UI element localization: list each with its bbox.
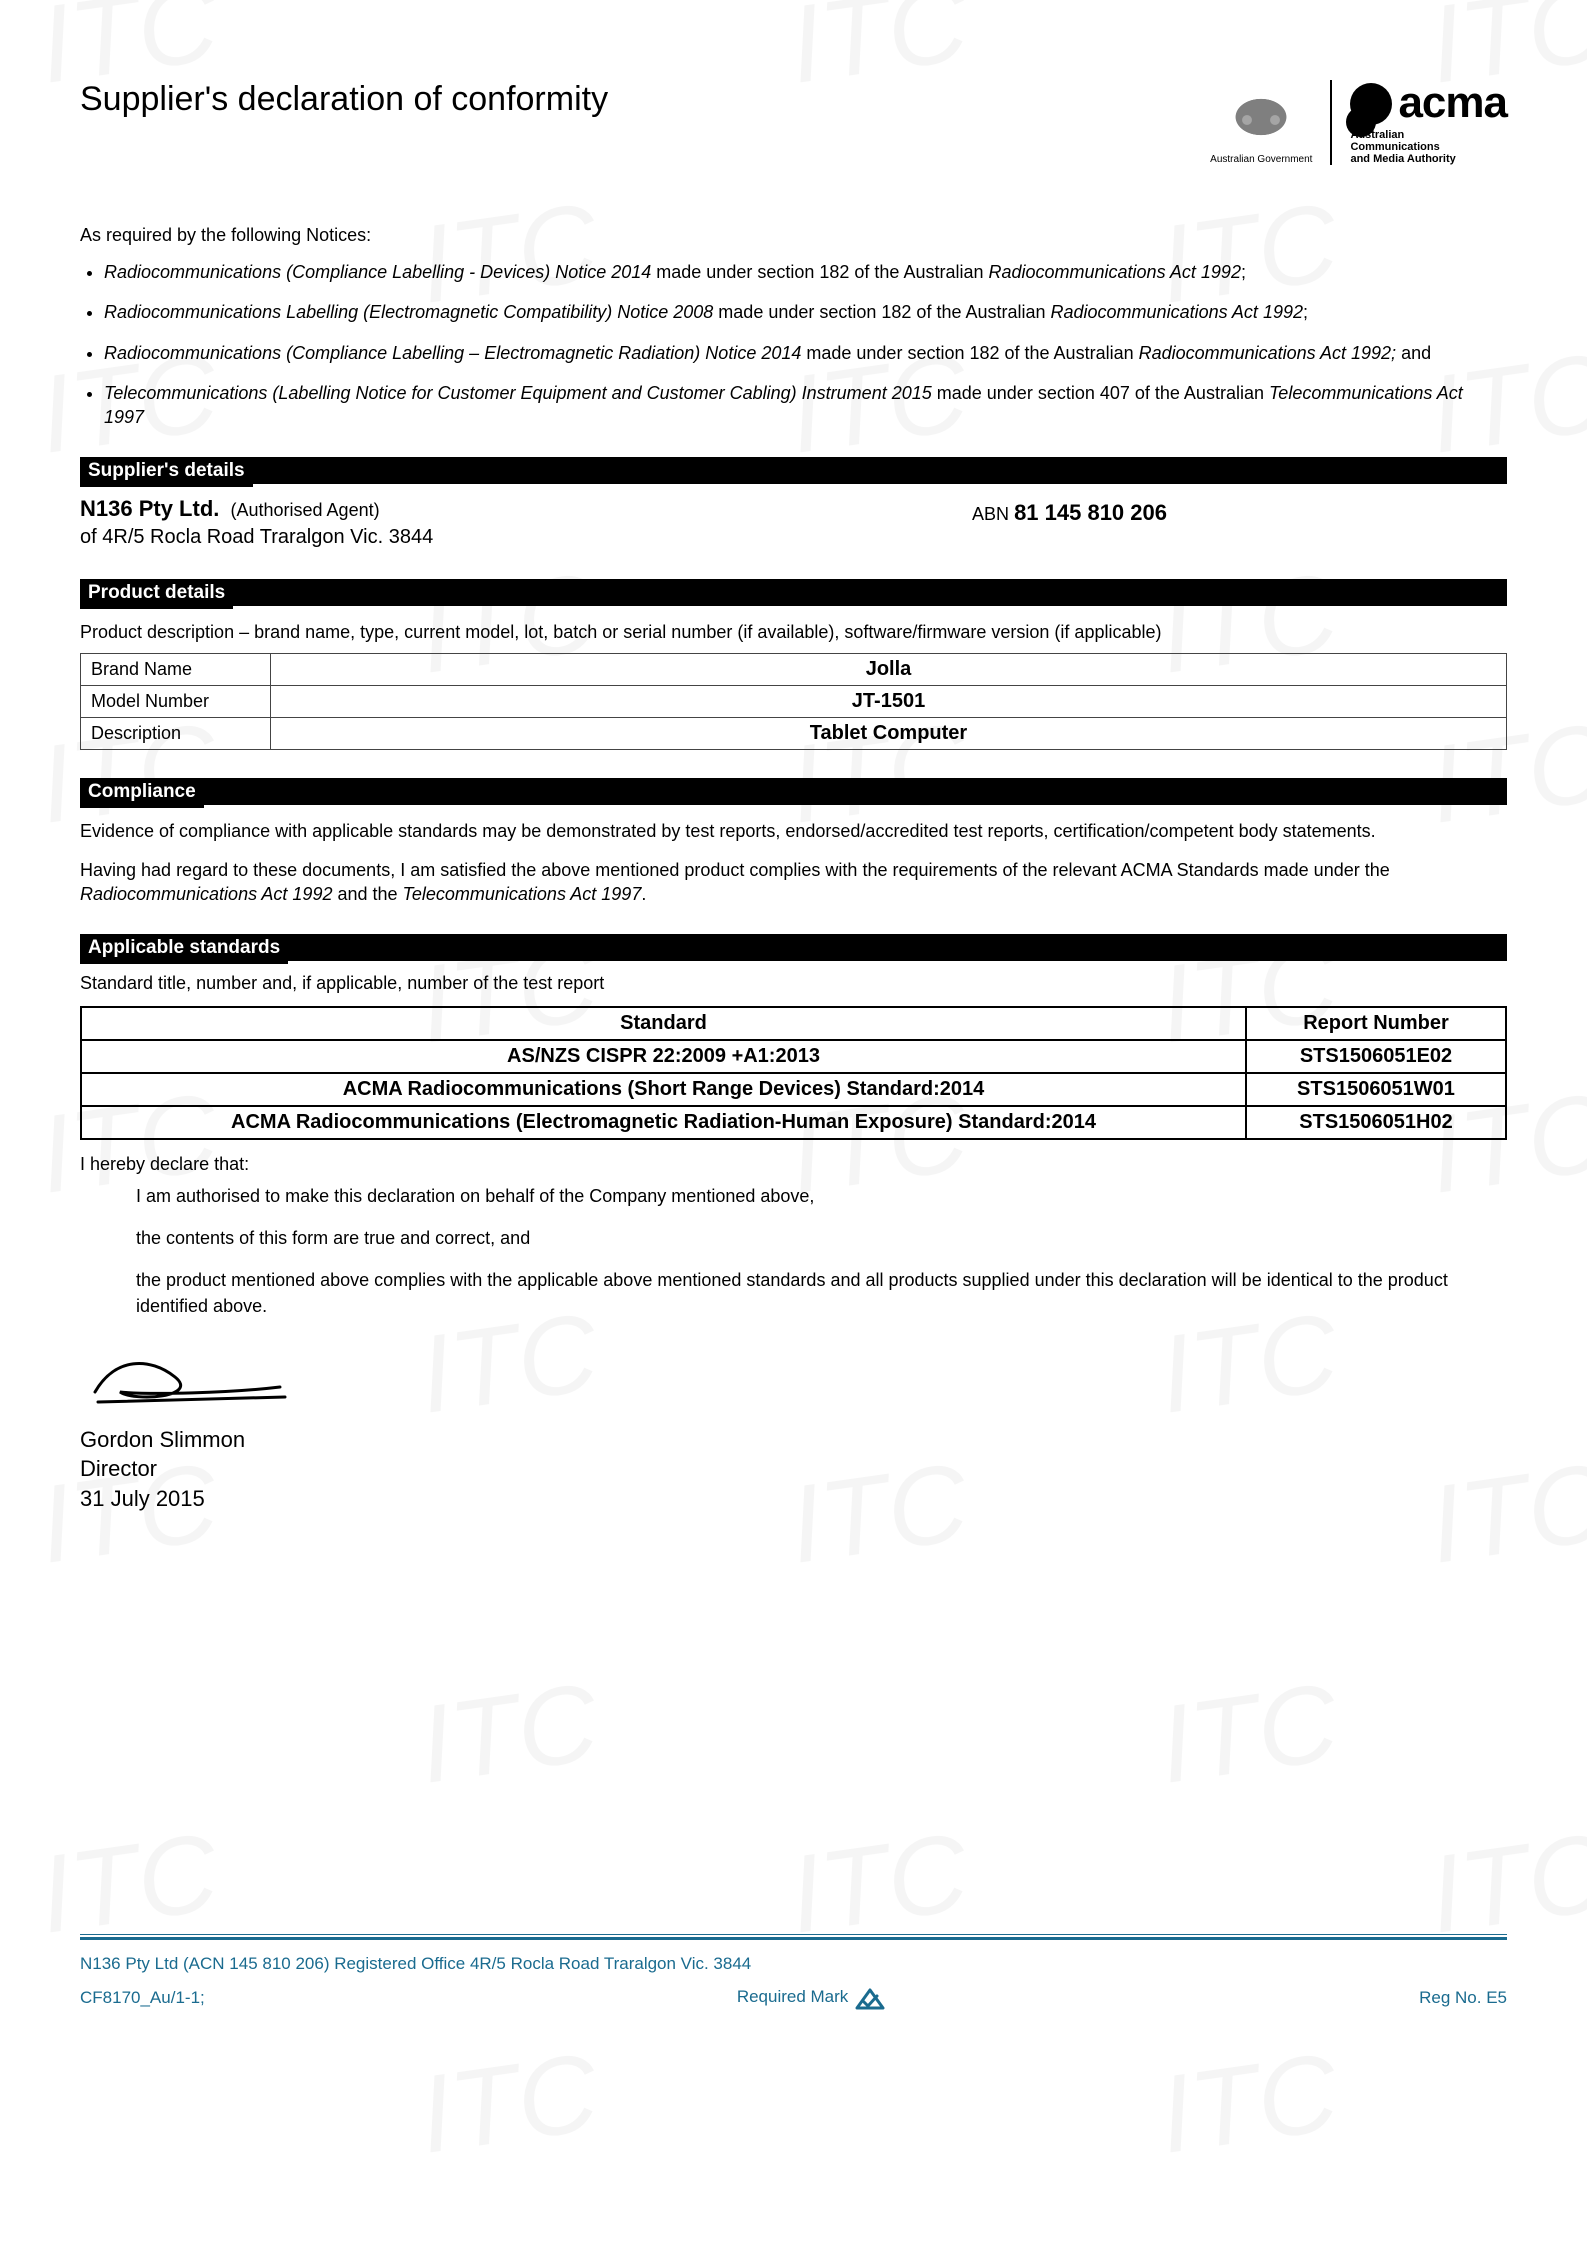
prod-value: Tablet Computer (271, 718, 1507, 750)
standards-table: Standard Report Number AS/NZS CISPR 22:2… (80, 1006, 1507, 1140)
logo-block: Australian Government acma Australian Co… (1210, 80, 1507, 165)
product-table: Brand NameJolla Model NumberJT-1501 Desc… (80, 653, 1507, 750)
prod-value: Jolla (271, 654, 1507, 686)
footer-ref: CF8170_Au/1-1; (80, 1984, 205, 2011)
acma-subtitle: Australian Communications and Media Auth… (1350, 129, 1507, 165)
standards-intro: Standard title, number and, if applicabl… (80, 971, 1507, 995)
declaration-list: I am authorised to make this declaration… (80, 1183, 1507, 1319)
footer-reg: Reg No. E5 (1419, 1984, 1507, 2011)
declaration-intro: I hereby declare that: (80, 1154, 1507, 1175)
aus-gov-label: Australian Government (1210, 154, 1312, 165)
page-title: Supplier's declaration of conformity (80, 80, 608, 119)
footer-mark: Required Mark (737, 1983, 887, 2012)
supplier-abn: ABN 81 145 810 206 (972, 494, 1507, 551)
signature-date: 31 July 2015 (80, 1484, 1507, 1514)
crest-icon (1226, 90, 1296, 150)
acma-wordmark: acma (1350, 83, 1507, 123)
list-item: Radiocommunications (Compliance Labellin… (104, 341, 1507, 365)
prod-label: Model Number (81, 686, 271, 718)
table-row: ACMA Radiocommunications (Electromagneti… (81, 1106, 1506, 1139)
declaration-item: the contents of this form are true and c… (136, 1225, 1507, 1251)
supplier-agent: (Authorised Agent) (231, 500, 380, 520)
list-item: Radiocommunications Labelling (Electroma… (104, 300, 1507, 324)
prod-label: Brand Name (81, 654, 271, 686)
section-standards: Applicable standards (80, 934, 1507, 961)
product-desc-intro: Product description – brand name, type, … (80, 622, 1507, 643)
footer-rule (80, 1934, 1507, 1940)
list-item: Telecommunications (Labelling Notice for… (104, 381, 1507, 430)
section-supplier: Supplier's details (80, 457, 1507, 484)
table-header-row: Standard Report Number (81, 1007, 1506, 1040)
table-row: Model NumberJT-1501 (81, 686, 1507, 718)
table-row: ACMA Radiocommunications (Short Range De… (81, 1073, 1506, 1106)
supplier-info: N136 Pty Ltd. (Authorised Agent) of 4R/5… (80, 494, 433, 551)
acma-logo: acma Australian Communications and Media… (1350, 83, 1507, 165)
table-row: AS/NZS CISPR 22:2009 +A1:2013STS1506051E… (81, 1040, 1506, 1073)
signature-block: Gordon Slimmon Director 31 July 2015 (80, 1347, 1507, 1514)
list-item: Radiocommunications (Compliance Labellin… (104, 260, 1507, 284)
declaration-item: I am authorised to make this declaration… (136, 1183, 1507, 1209)
table-row: DescriptionTablet Computer (81, 718, 1507, 750)
supplier-address: 4R/5 Rocla Road Traralgon Vic. 3844 (102, 526, 433, 548)
compliance-p1: Evidence of compliance with applicable s… (80, 819, 1507, 843)
compliance-p2: Having had regard to these documents, I … (80, 858, 1507, 907)
signature-icon (80, 1347, 300, 1417)
declaration-item: the product mentioned above complies wit… (136, 1267, 1507, 1319)
prod-label: Description (81, 718, 271, 750)
aus-gov-logo: Australian Government (1210, 90, 1312, 165)
rcm-icon (853, 1984, 887, 2012)
section-compliance: Compliance (80, 778, 1507, 805)
std-header: Standard (81, 1007, 1246, 1040)
supplier-company: N136 Pty Ltd. (80, 496, 219, 521)
section-product: Product details (80, 579, 1507, 606)
rep-header: Report Number (1246, 1007, 1506, 1040)
signatory-title: Director (80, 1454, 1507, 1484)
signatory-name: Gordon Slimmon (80, 1425, 1507, 1455)
table-row: Brand NameJolla (81, 654, 1507, 686)
prod-value: JT-1501 (271, 686, 1507, 718)
logo-divider (1330, 80, 1332, 165)
page-footer: N136 Pty Ltd (ACN 145 810 206) Registere… (80, 1934, 1507, 2012)
footer-line1: N136 Pty Ltd (ACN 145 810 206) Registere… (80, 1950, 1507, 1977)
intro-text: As required by the following Notices: (80, 225, 1507, 246)
notices-list: Radiocommunications (Compliance Labellin… (80, 260, 1507, 429)
